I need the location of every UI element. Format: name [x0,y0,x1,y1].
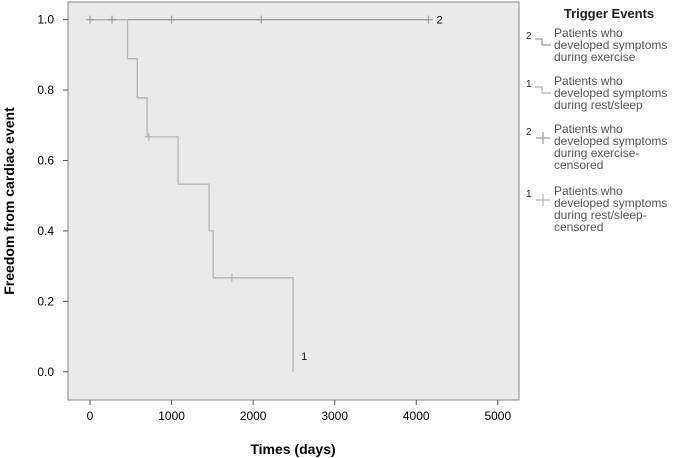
legend-label-line: during rest/sleep- [554,208,647,222]
censor-mark-2-4 [424,15,433,24]
step-line-icon [535,86,551,94]
legend-label-line: during rest/sleep [554,98,643,112]
censor-layer [86,15,433,282]
x-tick-label-3: 3000 [321,409,348,423]
legend-key-1: 1 [526,79,532,90]
legend-title: Trigger Events [563,6,655,21]
censor-mark-2-3 [257,15,266,24]
legend-label-line: Patients who [554,122,623,136]
legend-label-line: developed symptoms [554,134,668,148]
legend-key-2: 2 [526,127,532,138]
legend-label-line: censored [554,158,604,172]
y-axis: 0.0 0.2 0.4 0.6 0.8 1.0 [37,13,68,379]
censor-mark-2-1 [108,15,117,24]
legend-item-2: 2 Patients who developed symptoms during ex… [520,123,686,179]
x-axis-title: Times (days) [250,441,335,457]
legend-label-line: censored [554,220,604,234]
legend-label-3: Patients who developed symptoms during res… [554,185,686,233]
end-labels: 21 [301,15,443,363]
legend-key-0: 2 [526,31,532,42]
series-1-end-label: 1 [301,351,307,363]
legend-key-3: 1 [526,189,532,200]
series-1-line [90,18,294,372]
censor-mark-1-1 [227,273,236,282]
x-tick-label-4: 4000 [403,409,430,423]
legend-item-1: 1 Patients who developed symptoms during re… [520,75,686,117]
y-tick-label-0: 0.0 [37,365,54,379]
legend-label-1: Patients who developed symptoms during res… [554,75,686,111]
x-tick-label-1: 1000 [158,409,185,423]
legend-item-3: 1 Patients who developed symptoms during re… [520,185,686,241]
legend-items: 2 Patients who developed symptoms during ex… [520,27,686,241]
legend-item-0: 2 Patients who developed symptoms during ex… [520,27,686,69]
series-2-end-label: 2 [436,15,442,27]
legend: Trigger Events 2 Patients who developed sy… [520,6,686,241]
y-tick-label-1: 0.2 [37,294,54,308]
legend-label-line: during exercise [554,50,636,64]
y-tick-label-5: 1.0 [37,13,54,27]
censor-plus-icon [536,194,550,206]
legend-label-line: Patients who [554,74,623,88]
x-tick-label-2: 2000 [240,409,267,423]
censor-mark-2-0 [86,15,95,24]
x-axis: 0 1000 2000 3000 4000 5000 [87,400,511,423]
legend-label-line: developed symptoms [554,196,668,210]
legend-label-line: developed symptoms [554,86,668,100]
censor-mark-2-2 [167,15,176,24]
step-line-icon [535,38,551,46]
y-tick-label-3: 0.6 [37,153,54,167]
y-tick-label-2: 0.4 [37,224,54,238]
x-tick-label-5: 5000 [484,409,511,423]
x-tick-label-0: 0 [87,409,94,423]
legend-label-line: during exercise- [554,146,640,160]
censor-plus-icon [536,132,550,144]
y-tick-label-4: 0.8 [37,83,54,97]
legend-label-line: Patients who [554,26,623,40]
y-axis-title: Freedom from cardiac event [1,107,17,295]
legend-label-2: Patients who developed symptoms during exe… [554,123,686,171]
censor-mark-1-0 [144,132,153,141]
legend-label-0: Patients who developed symptoms during exe… [554,27,686,63]
legend-label-line: developed symptoms [554,38,668,52]
legend-label-line: Patients who [554,184,623,198]
